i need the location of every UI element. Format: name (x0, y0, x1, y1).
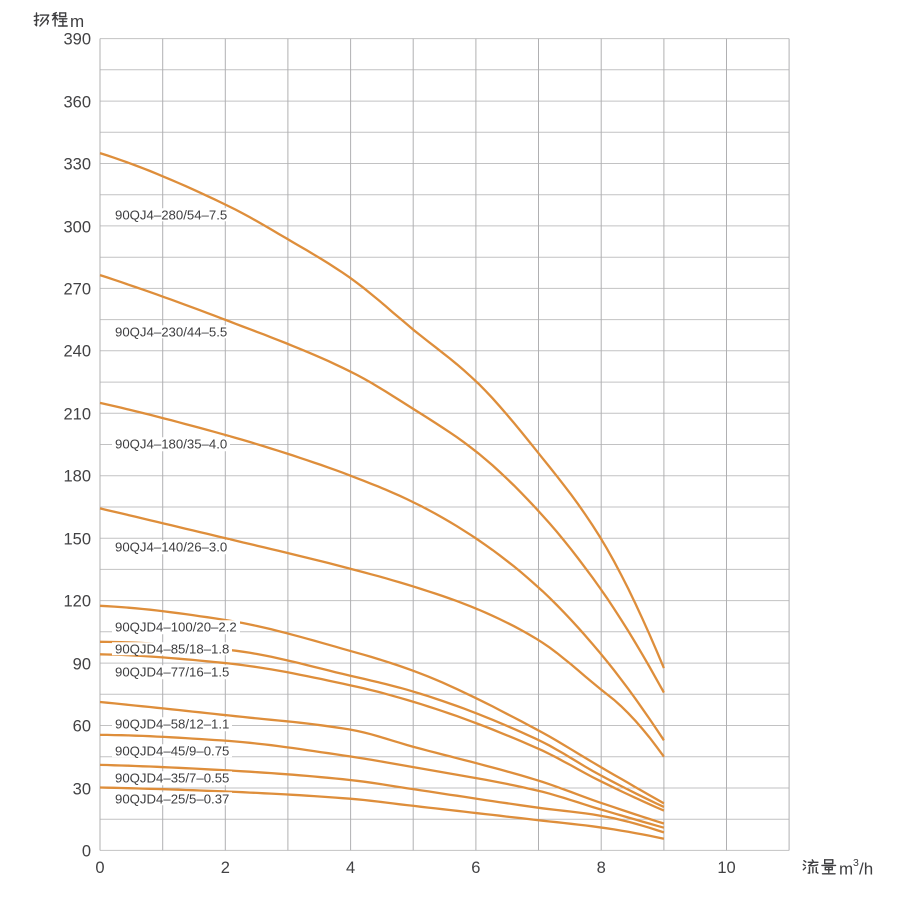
svg-text:/h: /h (859, 860, 873, 879)
svg-text:m: m (70, 12, 84, 31)
svg-text:m: m (839, 860, 853, 879)
svg-text:3: 3 (853, 857, 859, 869)
